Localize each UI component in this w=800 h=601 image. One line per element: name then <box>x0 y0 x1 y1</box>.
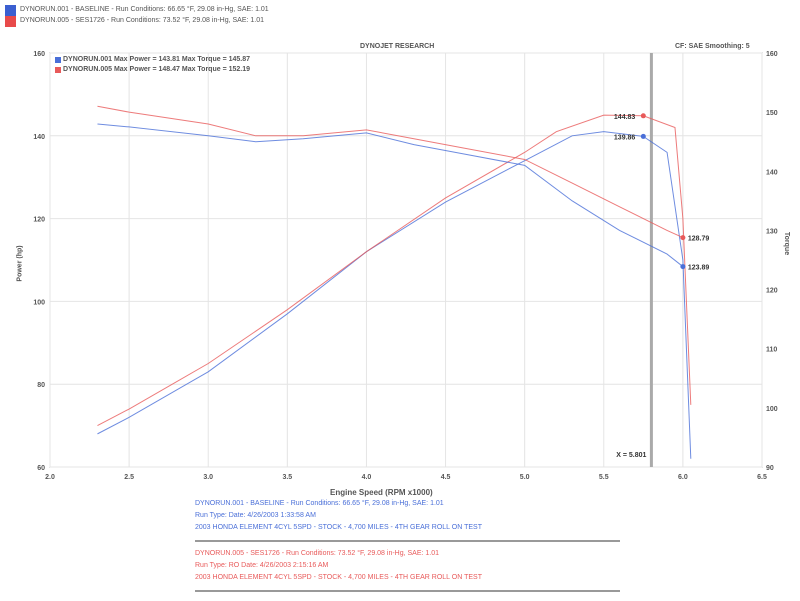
data-marker <box>640 113 646 119</box>
annotation-label: 123.89 <box>688 265 710 272</box>
y-tick-label: 140 <box>33 134 45 141</box>
y2-tick-label: 120 <box>766 288 778 295</box>
footer-line: Run Type: Date: 4/26/2003 1:33:58 AM <box>195 512 316 519</box>
data-marker <box>640 133 646 139</box>
footer-line: DYNORUN.001 - BASELINE - Run Conditions:… <box>195 500 444 507</box>
series-line <box>97 123 684 267</box>
footer-line: Run Type: RO Date: 4/26/2003 2:15:16 AM <box>195 562 329 569</box>
y2-tick-label: 110 <box>766 347 777 354</box>
x-axis-label: Engine Speed (RPM x1000) <box>330 488 433 497</box>
chart-title: DYNOJET RESEARCH <box>360 43 435 50</box>
legend-entry-1: DYNORUN.001 Max Power = 143.81 Max Torqu… <box>63 56 251 63</box>
annotation-label: 144.83 <box>614 114 636 121</box>
divider <box>195 540 620 542</box>
header-run-1: DYNORUN.001 - BASELINE - Run Conditions:… <box>20 6 269 13</box>
x-tick-label: 4.5 <box>441 474 451 481</box>
x-tick-label: 4.0 <box>362 474 372 481</box>
y-axis-label: Power (hp) <box>16 245 24 282</box>
dyno-chart: 2.0 2.5 3.0 3.5 4.0 4.5 5.0 5.5 6.0 6.5 60 80 100 120… <box>33 51 778 481</box>
y-tick-label: 100 <box>33 299 45 306</box>
y2-tick-label: 100 <box>766 406 778 413</box>
y2-tick-label: 140 <box>766 169 778 176</box>
x-tick-label: 2.5 <box>124 474 134 481</box>
y2-axis-label: Torque <box>783 231 791 256</box>
x-tick-label: 5.0 <box>520 474 530 481</box>
data-marker <box>680 264 686 270</box>
data-marker <box>680 235 686 241</box>
y-tick-label: 160 <box>33 51 45 58</box>
footer-line: DYNORUN.005 - SES1726 - Run Conditions: … <box>195 550 440 557</box>
footer-line: 2003 HONDA ELEMENT 4CYL 5SPD - STOCK - 4… <box>195 524 482 531</box>
run-swatch-red <box>5 16 16 27</box>
divider <box>195 590 620 592</box>
cursor-label: X = 5.801 <box>616 452 646 459</box>
annotation-label: 128.79 <box>688 236 710 243</box>
annotation-label: 139.86 <box>614 134 636 141</box>
header-run-2: DYNORUN.005 - SES1726 - Run Conditions: … <box>20 17 265 24</box>
x-tick-label: 2.0 <box>45 474 55 481</box>
y2-tick-label: 150 <box>766 110 778 117</box>
run-swatch-blue <box>5 5 16 16</box>
legend-entry-2: DYNORUN.005 Max Power = 148.47 Max Torqu… <box>63 66 251 73</box>
y2-tick-label: 90 <box>766 465 774 472</box>
footer-line: 2003 HONDA ELEMENT 4CYL 5SPD - STOCK - 4… <box>195 574 482 581</box>
y2-tick-label: 130 <box>766 228 778 235</box>
legend-swatch-blue <box>55 57 61 63</box>
x-tick-label: 6.0 <box>678 474 688 481</box>
y-tick-label: 80 <box>37 382 45 389</box>
plot-area <box>49 52 763 468</box>
series-line <box>97 131 692 459</box>
y-tick-label: 60 <box>37 465 45 472</box>
y2-tick-label: 160 <box>766 51 778 58</box>
y-tick-label: 120 <box>33 217 45 224</box>
series-line <box>97 114 692 427</box>
cf-smoothing: CF: SAE Smoothing: 5 <box>675 43 750 50</box>
legend-swatch-red <box>55 67 61 73</box>
x-tick-label: 6.5 <box>757 474 767 481</box>
x-tick-label: 3.0 <box>203 474 213 481</box>
series-line <box>97 105 684 239</box>
x-tick-label: 3.5 <box>282 474 292 481</box>
x-tick-label: 5.5 <box>599 474 609 481</box>
